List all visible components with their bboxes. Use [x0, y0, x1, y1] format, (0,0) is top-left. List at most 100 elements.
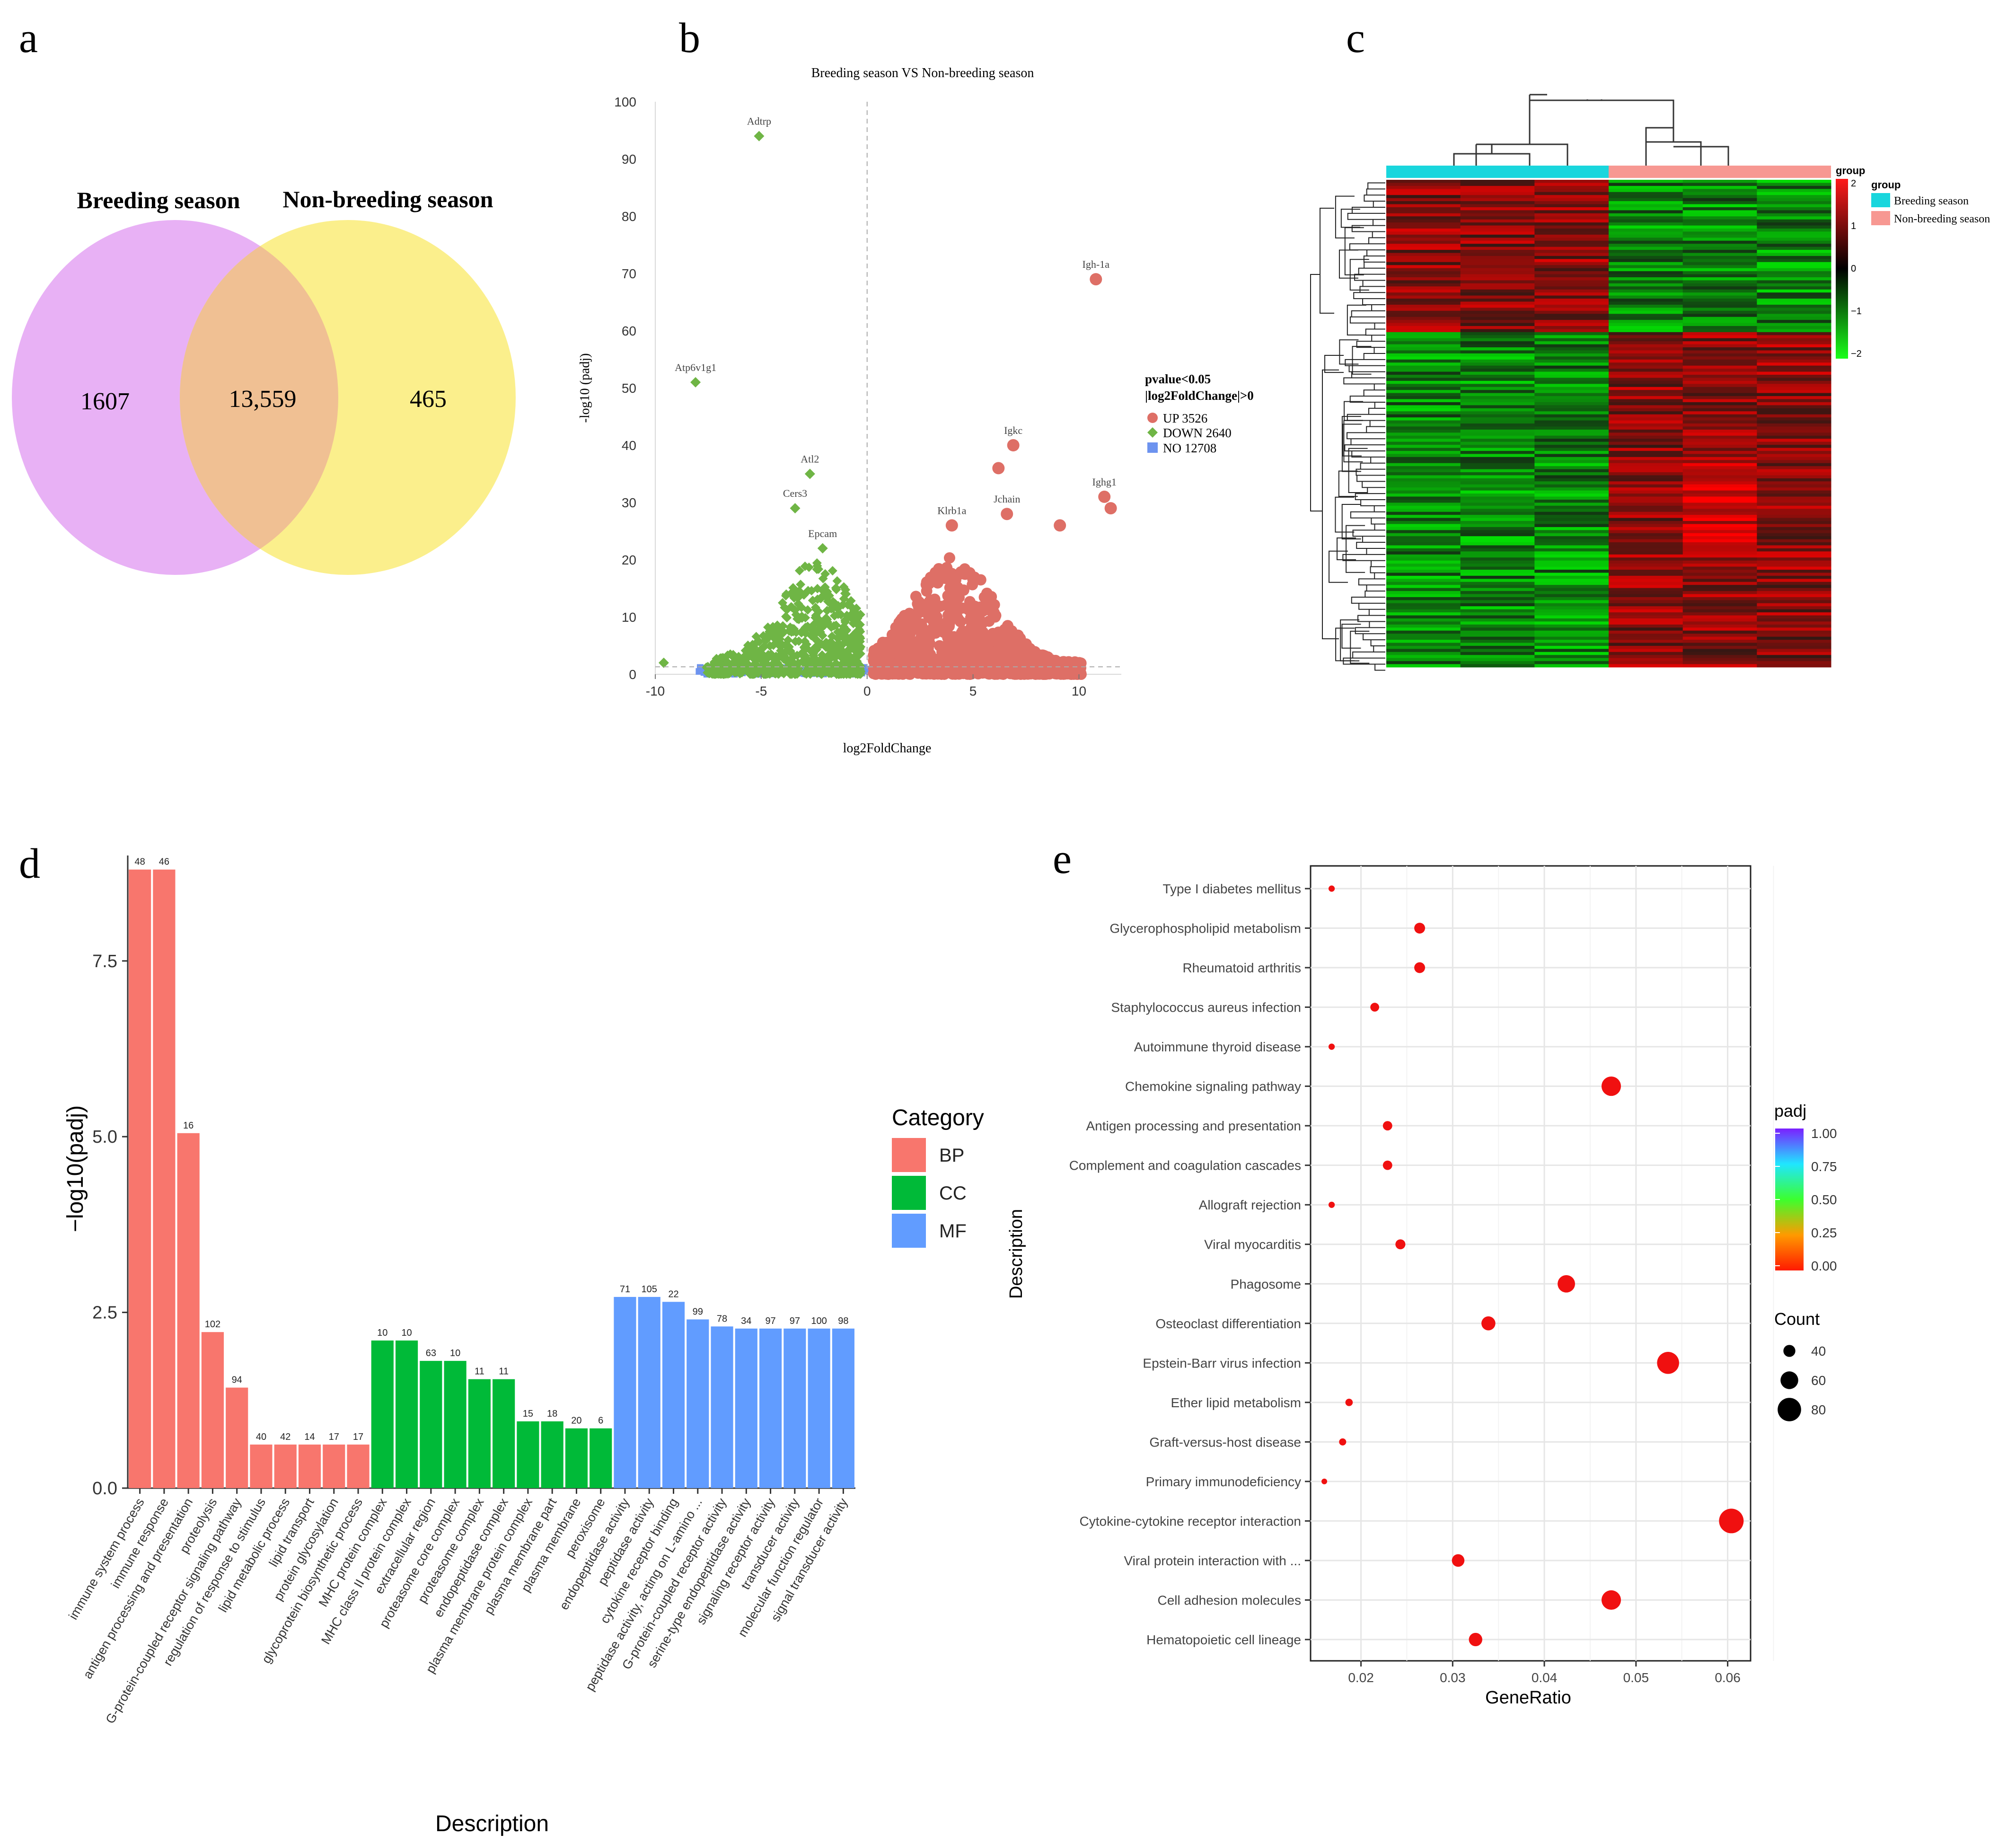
volcano-legend-up: UP 3526 — [1163, 411, 1207, 425]
heatmap-cell — [1757, 612, 1831, 616]
heatmap-cell — [1460, 490, 1535, 494]
heatmap-cell — [1609, 542, 1683, 546]
count-legend-label: 60 — [1811, 1373, 1826, 1388]
dot-plot-y-labels: Type I diabetes mellitus Glycerophospholi… — [1069, 882, 1311, 1647]
heatmap-cell — [1460, 494, 1535, 497]
heatmap-cell — [1757, 630, 1831, 634]
volcano-point-up — [964, 614, 976, 626]
heatmap-cell — [1757, 645, 1831, 649]
dot-x-tick-label: 0.05 — [1623, 1670, 1649, 1685]
heatmap-cell — [1386, 192, 1461, 195]
heatmap-cell — [1609, 618, 1683, 622]
heatmap-cell — [1386, 435, 1461, 439]
heatmap-cell — [1534, 551, 1609, 555]
heatmap-cell — [1682, 490, 1757, 494]
volcano-point-down — [751, 632, 761, 642]
heatmap-cell — [1682, 283, 1757, 287]
bar-legend-label: MF — [939, 1221, 967, 1242]
heatmap-cell — [1757, 661, 1831, 665]
heatmap-cell — [1460, 481, 1535, 485]
heatmap-cell — [1460, 463, 1535, 467]
heatmap-cell — [1460, 505, 1535, 509]
volcano-y-tick-label: 70 — [622, 266, 636, 281]
volcano-x-tick-label: 5 — [969, 684, 977, 698]
heatmap-cell — [1757, 423, 1831, 427]
heatmap-cell — [1386, 618, 1461, 622]
heatmap-cell — [1757, 524, 1831, 528]
heatmap-cell — [1682, 256, 1757, 259]
heatmap-cell — [1682, 560, 1757, 564]
heatmap-cell — [1609, 338, 1683, 342]
bar-count-label: 40 — [256, 1432, 266, 1442]
volcano-point-up — [921, 576, 933, 588]
heatmap-cell — [1386, 463, 1461, 467]
heatmap-cell — [1534, 463, 1609, 467]
heatmap-cell — [1682, 509, 1757, 512]
volcano-point-down-highlight — [790, 503, 801, 514]
bar-chart-legend: Category BP CC MF — [892, 1105, 984, 1248]
volcano-point-up-highlight — [1098, 490, 1111, 503]
dot-y-label: Ether lipid metabolism — [1171, 1395, 1301, 1410]
bar — [274, 1444, 297, 1488]
dot-point — [1321, 1478, 1328, 1484]
bar-count-label: 99 — [693, 1306, 703, 1317]
heatmap-cell — [1386, 247, 1461, 250]
bar — [347, 1444, 370, 1488]
heatmap-cell — [1757, 445, 1831, 448]
volcano-point-down — [789, 624, 799, 634]
heatmap-cell — [1534, 503, 1609, 506]
heatmap-cell — [1757, 301, 1831, 305]
heatmap-cell — [1386, 518, 1461, 521]
volcano-point-down — [854, 625, 864, 635]
volcano-point-down — [765, 631, 775, 641]
group-bar-nonbreeding — [1609, 166, 1831, 178]
heatmap-cell — [1386, 548, 1461, 552]
heatmap-cell — [1682, 475, 1757, 479]
heatmap-cell — [1757, 533, 1831, 537]
heatmap-cell — [1534, 652, 1609, 655]
dot-point — [1370, 1003, 1379, 1012]
heatmap-cell — [1757, 554, 1831, 558]
heatmap-cell — [1682, 445, 1757, 448]
heatmap-cell — [1386, 371, 1461, 375]
heatmap-cell — [1460, 308, 1535, 311]
heatmap-cell — [1609, 244, 1683, 247]
heatmap-cell — [1386, 551, 1461, 555]
heatmap-cell — [1534, 299, 1609, 302]
heatmap-cell — [1609, 393, 1683, 397]
bar-chart-y-ticks: 0.0 2.5 5.0 7.5 — [92, 855, 855, 1499]
heatmap-cell — [1757, 536, 1831, 540]
heatmap-cell — [1386, 542, 1461, 546]
heatmap-cell — [1460, 600, 1535, 604]
volcano-x-tick-label: -10 — [646, 684, 665, 698]
volcano-point-down — [758, 643, 768, 653]
heatmap-cell — [1386, 240, 1461, 244]
heatmap-cell — [1386, 475, 1461, 479]
volcano-point-up — [938, 653, 950, 665]
volcano-point-down — [826, 604, 836, 614]
panel-d: d 0.0 2.5 5.0 7.5 48 46 16 102 94 40 42 14 17 17 10 10… — [19, 840, 984, 1836]
heatmap-cell — [1460, 624, 1535, 628]
heatmap-cell — [1682, 481, 1757, 485]
heatmap-cell — [1460, 545, 1535, 549]
heatmap-cell — [1386, 627, 1461, 631]
heatmap-cell — [1460, 649, 1535, 653]
volcano-x-tick-label: 10 — [1072, 684, 1086, 698]
heatmap-cell — [1460, 484, 1535, 488]
heatmap-cell — [1682, 299, 1757, 302]
bar-count-label: 97 — [790, 1316, 800, 1326]
volcano-point-up — [892, 658, 904, 670]
volcano-point-up — [964, 568, 976, 580]
heatmap-cell — [1534, 317, 1609, 320]
heatmap-cell — [1682, 597, 1757, 600]
heatmap-cell — [1534, 570, 1609, 573]
heatmap-cell — [1757, 435, 1831, 439]
volcano-point-down — [793, 663, 803, 673]
heatmap-cell — [1682, 450, 1757, 454]
heatmap-cell — [1534, 511, 1609, 515]
volcano-point-down — [850, 657, 860, 667]
heatmap-cell — [1386, 219, 1461, 223]
padj-tick-label: 0.75 — [1811, 1159, 1837, 1174]
heatmap-cell — [1460, 204, 1535, 208]
heatmap-cell — [1534, 183, 1609, 186]
